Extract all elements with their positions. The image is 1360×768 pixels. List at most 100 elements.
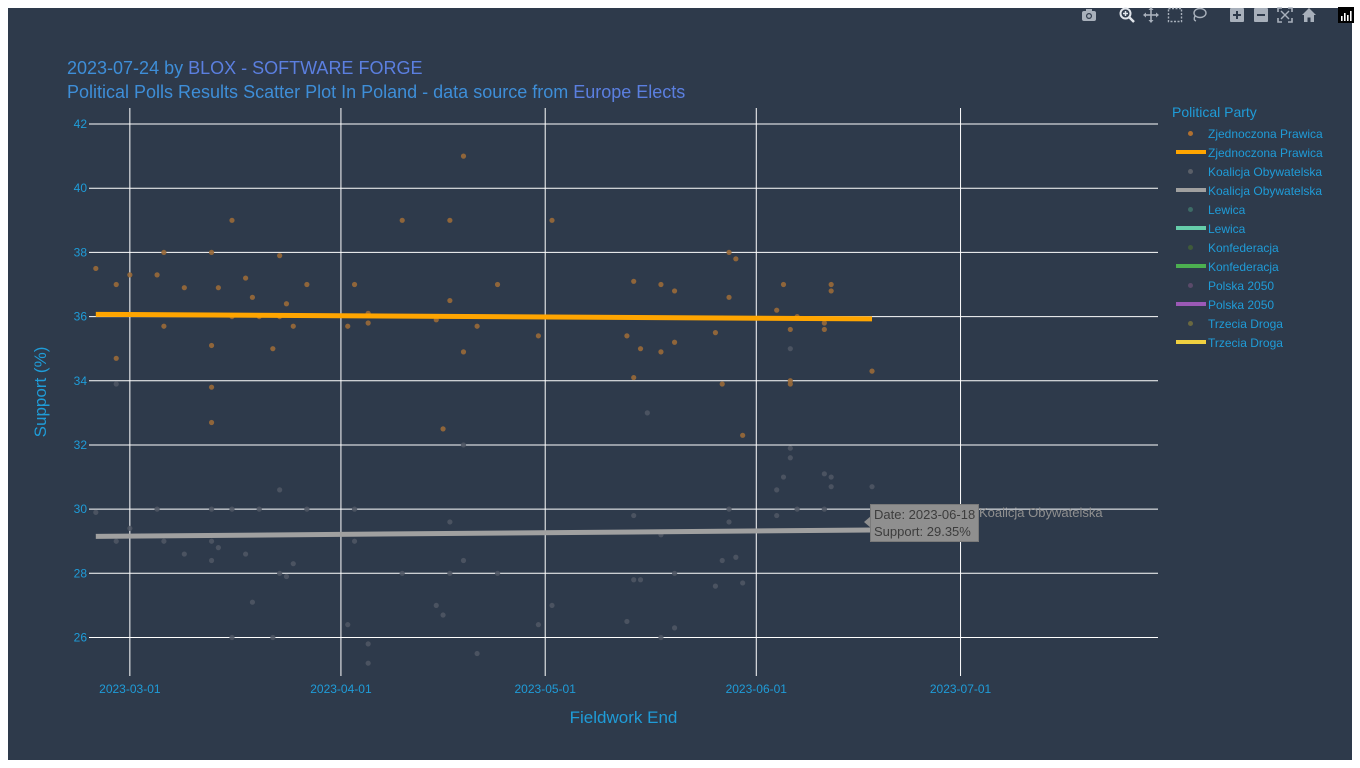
data-point bbox=[283, 301, 290, 307]
data-point bbox=[208, 506, 215, 512]
title-source-link[interactable]: Europe Elects bbox=[573, 82, 686, 102]
legend-marker-swatch bbox=[1188, 169, 1193, 174]
legend-item-marker-6[interactable]: Konfederacja bbox=[1172, 238, 1323, 257]
title-author-link[interactable]: BLOX - SOFTWARE FORGE bbox=[188, 58, 423, 78]
lasso-icon[interactable] bbox=[1190, 6, 1208, 24]
plot-background bbox=[8, 8, 1352, 760]
trend-line bbox=[95, 311, 873, 322]
data-point bbox=[658, 349, 664, 355]
legend-item-line-11[interactable]: Trzecia Droga bbox=[1172, 333, 1323, 352]
data-point bbox=[290, 561, 296, 567]
data-point bbox=[181, 551, 187, 557]
data-point bbox=[249, 599, 256, 605]
data-point bbox=[113, 538, 119, 544]
box-select-icon[interactable] bbox=[1166, 6, 1184, 24]
data-point bbox=[304, 281, 310, 288]
legend-symbol bbox=[1172, 276, 1208, 295]
y-tick-label: 40 bbox=[74, 181, 88, 195]
data-point bbox=[208, 557, 215, 564]
legend-item-line-3[interactable]: Koalicja Obywatelska bbox=[1172, 181, 1323, 200]
x-tick-label: 2023-06-01 bbox=[726, 682, 788, 696]
data-point bbox=[93, 265, 99, 272]
legend-line-swatch bbox=[1176, 188, 1206, 192]
data-point bbox=[821, 506, 827, 512]
data-point bbox=[631, 512, 637, 519]
data-point bbox=[726, 294, 732, 300]
modebar bbox=[1080, 4, 1354, 26]
data-point bbox=[440, 426, 446, 432]
tooltip-arrow bbox=[864, 516, 871, 528]
pan-icon[interactable] bbox=[1142, 6, 1160, 24]
legend-label: Konfederacja bbox=[1208, 259, 1279, 274]
legend-marker-swatch bbox=[1188, 283, 1193, 288]
data-point bbox=[351, 538, 358, 544]
zoom-out-icon[interactable] bbox=[1252, 6, 1270, 24]
legend-item-marker-2[interactable]: Koalicja Obywatelska bbox=[1172, 162, 1323, 181]
data-point bbox=[624, 333, 630, 339]
autoscale-icon[interactable] bbox=[1276, 6, 1294, 24]
data-point bbox=[229, 634, 235, 641]
plotly-logo-icon[interactable] bbox=[1338, 7, 1354, 23]
legend-item-line-9[interactable]: Polska 2050 bbox=[1172, 295, 1323, 314]
zoom-icon[interactable] bbox=[1118, 6, 1136, 24]
legend-symbol bbox=[1172, 295, 1208, 314]
data-point bbox=[712, 330, 719, 336]
legend-label: Zjednoczona Prawica bbox=[1208, 126, 1323, 141]
data-point bbox=[460, 153, 467, 159]
data-point bbox=[719, 557, 725, 564]
camera-icon[interactable] bbox=[1080, 6, 1098, 24]
legend-symbol bbox=[1172, 181, 1208, 200]
legend-label: Zjednoczona Prawica bbox=[1208, 145, 1323, 160]
y-tick-label: 32 bbox=[74, 438, 88, 452]
data-point bbox=[671, 570, 678, 576]
data-point bbox=[208, 384, 215, 390]
tooltip-support: Support: 29.35% bbox=[874, 524, 971, 539]
y-tick-label: 36 bbox=[74, 310, 88, 324]
legend-item-marker-4[interactable]: Lewica bbox=[1172, 200, 1323, 219]
hover-tooltip: Date: 2023-06-18 Support: 29.35% bbox=[870, 504, 980, 542]
legend-marker-swatch bbox=[1188, 245, 1193, 250]
data-point bbox=[161, 323, 167, 329]
data-point bbox=[726, 506, 732, 512]
legend-label: Polska 2050 bbox=[1208, 278, 1275, 293]
x-axis-title: Fieldwork End bbox=[570, 708, 678, 727]
data-point bbox=[780, 474, 787, 480]
legend-label: Konfederacja bbox=[1208, 240, 1279, 255]
legend-label: Lewica bbox=[1208, 221, 1246, 236]
legend: Political Party Zjednoczona Prawica Zjedn… bbox=[1172, 104, 1323, 352]
zoom-in-icon[interactable] bbox=[1228, 6, 1246, 24]
data-point bbox=[828, 474, 834, 480]
data-point bbox=[283, 573, 290, 580]
legend-item-line-7[interactable]: Konfederacja bbox=[1172, 257, 1323, 276]
data-point bbox=[494, 281, 501, 288]
legend-item-marker-10[interactable]: Trzecia Droga bbox=[1172, 314, 1323, 333]
legend-item-marker-0[interactable]: Zjednoczona Prawica bbox=[1172, 124, 1323, 143]
data-point bbox=[828, 484, 834, 490]
title-date-prefix: 2023-07-24 by bbox=[67, 58, 189, 78]
legend-item-line-5[interactable]: Lewica bbox=[1172, 219, 1323, 238]
data-point bbox=[631, 278, 637, 284]
data-point bbox=[740, 432, 746, 438]
data-point bbox=[712, 583, 719, 589]
data-point bbox=[780, 281, 787, 288]
data-point bbox=[270, 346, 276, 352]
y-tick-label: 34 bbox=[74, 374, 88, 388]
y-tick-label: 38 bbox=[74, 245, 88, 259]
legend-label: Trzecia Droga bbox=[1208, 316, 1283, 331]
data-point bbox=[365, 641, 371, 647]
chart-title: 2023-07-24 by BLOX - SOFTWARE FORGE Poli… bbox=[67, 56, 685, 104]
data-point bbox=[365, 660, 371, 666]
y-tick-label: 30 bbox=[74, 502, 88, 516]
y-tick-label: 28 bbox=[74, 566, 88, 580]
legend-label: Lewica bbox=[1208, 202, 1246, 217]
data-point bbox=[671, 339, 678, 345]
data-point bbox=[127, 272, 133, 278]
data-point bbox=[277, 570, 283, 576]
data-point bbox=[821, 471, 827, 477]
legend-item-marker-8[interactable]: Polska 2050 bbox=[1172, 276, 1323, 295]
legend-symbol bbox=[1172, 219, 1208, 238]
legend-symbol bbox=[1172, 124, 1208, 143]
legend-item-line-1[interactable]: Zjednoczona Prawica bbox=[1172, 143, 1323, 162]
reset-axes-icon[interactable] bbox=[1300, 6, 1318, 24]
